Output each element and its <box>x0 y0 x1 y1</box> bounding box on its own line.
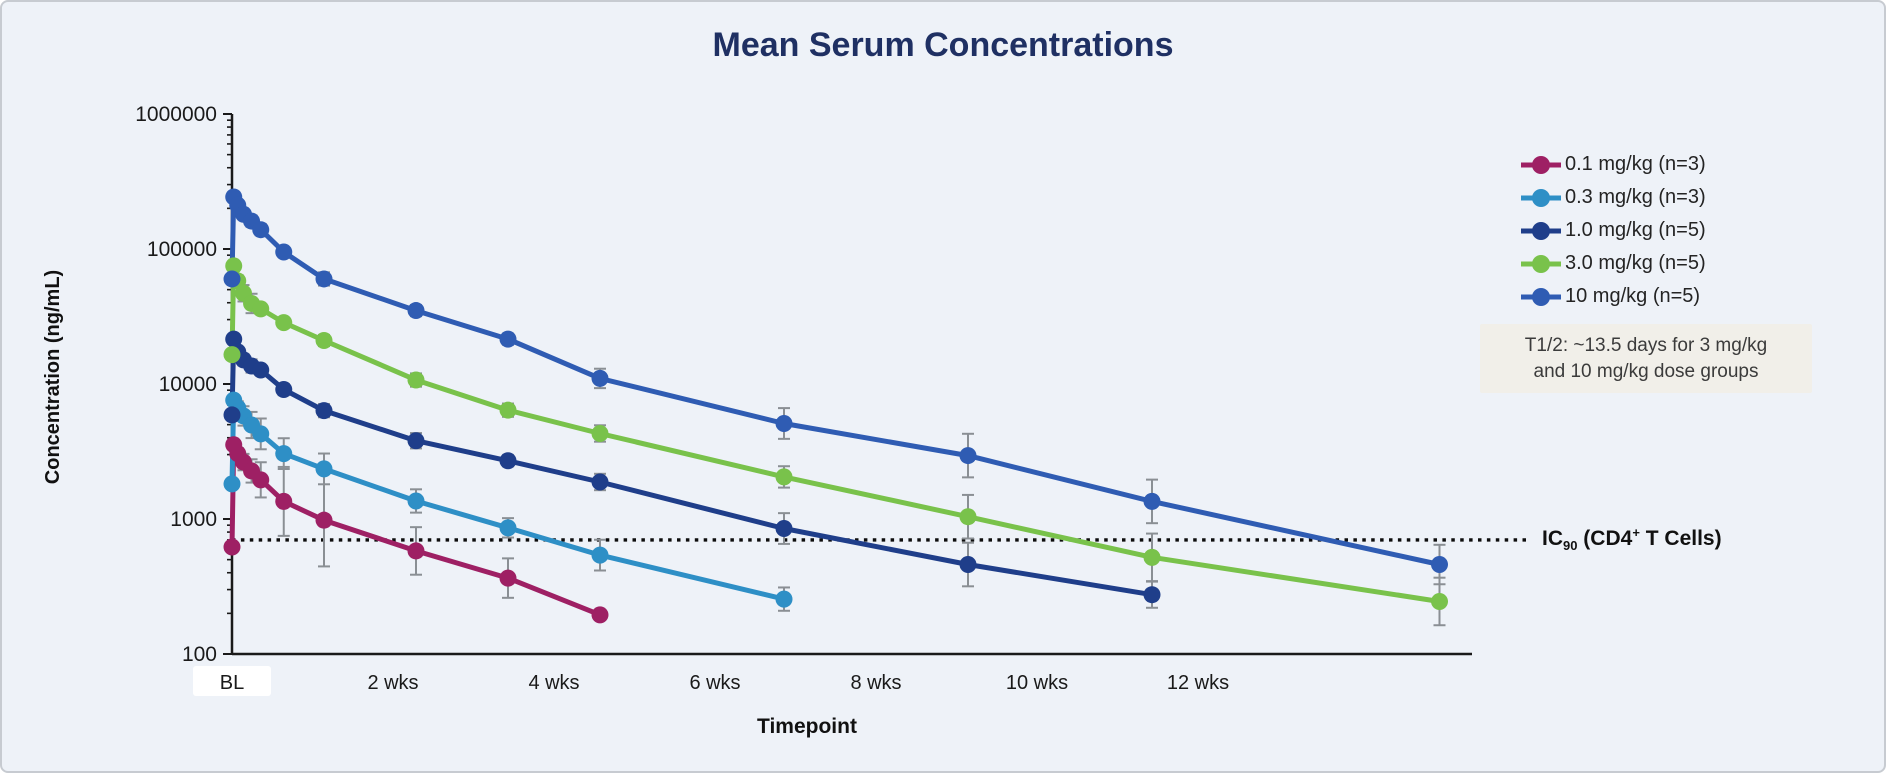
data-point-10-mg-kg-n-5- <box>959 447 977 465</box>
data-point-1-0-mg-kg-n-5- <box>252 361 270 379</box>
data-point-10-mg-kg-n-5- <box>1143 492 1161 510</box>
data-point-10-mg-kg-n-5- <box>275 243 293 261</box>
legend-marker-icon <box>1521 287 1561 306</box>
data-point-3-0-mg-kg-n-5- <box>315 332 333 350</box>
data-point-1-0-mg-kg-n-5- <box>275 381 293 399</box>
data-point-3-0-mg-kg-n-5- <box>407 371 425 389</box>
data-point-3-0-mg-kg-n-5- <box>1143 548 1161 566</box>
data-point-0-3-mg-kg-n-3- <box>275 445 293 463</box>
y-tick-label: 1000000 <box>135 103 217 126</box>
data-point-10-mg-kg-n-5- <box>407 302 425 320</box>
ic90-text-mid: (CD4 <box>1577 527 1633 550</box>
data-point-10-mg-kg-n-5- <box>499 330 517 348</box>
data-point-0-3-mg-kg-n-3- <box>315 460 333 478</box>
data-point-1-0-mg-kg-n-5- <box>1143 586 1161 604</box>
data-point-3-0-mg-kg-n-5- <box>499 401 517 419</box>
legend-marker-icon <box>1521 188 1561 207</box>
data-point-0-1-mg-kg-n-3- <box>591 606 609 624</box>
data-point-3-0-mg-kg-n-5- <box>775 468 793 486</box>
data-point-10-mg-kg-n-5- <box>775 414 793 432</box>
data-point-10-mg-kg-n-5- <box>1431 556 1448 574</box>
data-point-0-1-mg-kg-n-3- <box>499 569 517 587</box>
data-point-0-3-mg-kg-n-3- <box>775 590 793 608</box>
ic90-superscript: + <box>1632 525 1640 540</box>
legend-item-label: 10 mg/kg (n=5) <box>1565 285 1701 307</box>
data-point-1-0-mg-kg-n-5- <box>959 556 977 574</box>
data-point-0-3-mg-kg-n-3- <box>591 546 609 564</box>
data-point-0-1-mg-kg-n-3- <box>315 511 333 529</box>
data-point-1-0-mg-kg-n-5- <box>223 406 241 424</box>
x-tick-label: 2 wks <box>367 672 418 694</box>
legend-item-10-mg-kg-n-5-: 10 mg/kg (n=5) <box>1519 280 1706 313</box>
ic90-subscript: 90 <box>1563 538 1578 554</box>
data-point-3-0-mg-kg-n-5- <box>591 424 609 442</box>
x-tick-label: 4 wks <box>528 672 579 694</box>
ic90-text-post: T Cells) <box>1639 527 1722 550</box>
x-axis-title: Timepoint <box>757 715 857 738</box>
data-point-3-0-mg-kg-n-5- <box>959 508 977 526</box>
data-point-0-3-mg-kg-n-3- <box>223 475 241 493</box>
x-tick-label: 6 wks <box>689 672 740 694</box>
data-point-0-3-mg-kg-n-3- <box>499 519 517 537</box>
data-point-1-0-mg-kg-n-5- <box>591 473 609 491</box>
legend-item-label: 3.0 mg/kg (n=5) <box>1565 252 1706 274</box>
y-tick-label: 100000 <box>147 238 217 261</box>
data-point-0-1-mg-kg-n-3- <box>223 538 241 556</box>
half-life-annotation: T1/2: ~13.5 days for 3 mg/kg and 10 mg/k… <box>1480 324 1812 394</box>
x-tick-label: 12 wks <box>1167 672 1229 694</box>
data-point-3-0-mg-kg-n-5- <box>1431 592 1448 610</box>
legend-item-3-0-mg-kg-n-5-: 3.0 mg/kg (n=5) <box>1519 247 1706 280</box>
bl-highlight-box <box>193 666 271 696</box>
data-point-1-0-mg-kg-n-5- <box>775 520 793 538</box>
data-point-10-mg-kg-n-5- <box>252 221 270 239</box>
data-point-1-0-mg-kg-n-5- <box>315 402 333 420</box>
x-tick-label: BL <box>220 672 244 694</box>
data-point-10-mg-kg-n-5- <box>591 369 609 387</box>
legend-item-0-1-mg-kg-n-3-: 0.1 mg/kg (n=3) <box>1519 148 1706 181</box>
legend-marker-icon <box>1521 155 1561 174</box>
chart-title: Mean Serum Concentrations <box>712 26 1174 64</box>
data-point-0-1-mg-kg-n-3- <box>252 471 270 489</box>
data-point-10-mg-kg-n-5- <box>315 270 333 288</box>
legend: 0.1 mg/kg (n=3) 0.3 mg/kg (n=3) 1.0 mg/kg … <box>1519 148 1706 313</box>
legend-item-label: 0.3 mg/kg (n=3) <box>1565 186 1706 208</box>
legend-item-0-3-mg-kg-n-3-: 0.3 mg/kg (n=3) <box>1519 181 1706 214</box>
data-point-3-0-mg-kg-n-5- <box>225 257 243 275</box>
data-point-1-0-mg-kg-n-5- <box>407 432 425 450</box>
y-tick-label: 10000 <box>159 373 217 396</box>
legend-item-1-0-mg-kg-n-5-: 1.0 mg/kg (n=5) <box>1519 214 1706 247</box>
x-tick-label: 8 wks <box>850 672 901 694</box>
data-point-0-1-mg-kg-n-3- <box>407 542 425 560</box>
y-axis-title: Concentration (ng/mL) <box>42 270 64 484</box>
legend-item-label: 1.0 mg/kg (n=5) <box>1565 219 1706 241</box>
ic90-reference-label: IC90 (CD4+ T Cells) <box>1542 525 1722 553</box>
legend-marker-icon <box>1521 254 1561 273</box>
annotation-line-2: and 10 mg/kg dose groups <box>1533 360 1759 382</box>
data-point-0-3-mg-kg-n-3- <box>407 492 425 510</box>
data-point-3-0-mg-kg-n-5- <box>252 300 270 318</box>
legend-item-label: 0.1 mg/kg (n=3) <box>1565 153 1706 175</box>
y-tick-label: 1000 <box>170 508 217 531</box>
data-point-0-1-mg-kg-n-3- <box>275 492 293 510</box>
y-tick-label: 100 <box>182 643 217 666</box>
annotation-line-1: T1/2: ~13.5 days for 3 mg/kg <box>1524 335 1768 356</box>
data-point-0-3-mg-kg-n-3- <box>252 425 270 443</box>
legend-marker-icon <box>1521 221 1561 240</box>
data-point-10-mg-kg-n-5- <box>223 270 241 288</box>
data-point-1-0-mg-kg-n-5- <box>499 452 517 470</box>
data-point-3-0-mg-kg-n-5- <box>275 314 293 332</box>
x-tick-label: 10 wks <box>1006 672 1068 694</box>
data-point-3-0-mg-kg-n-5- <box>223 346 241 364</box>
ic90-text: IC <box>1542 527 1563 550</box>
